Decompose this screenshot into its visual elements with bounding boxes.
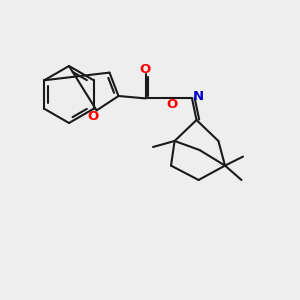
Text: O: O [166, 98, 177, 112]
Text: N: N [192, 90, 204, 104]
Text: O: O [87, 110, 99, 124]
Text: O: O [140, 62, 151, 76]
